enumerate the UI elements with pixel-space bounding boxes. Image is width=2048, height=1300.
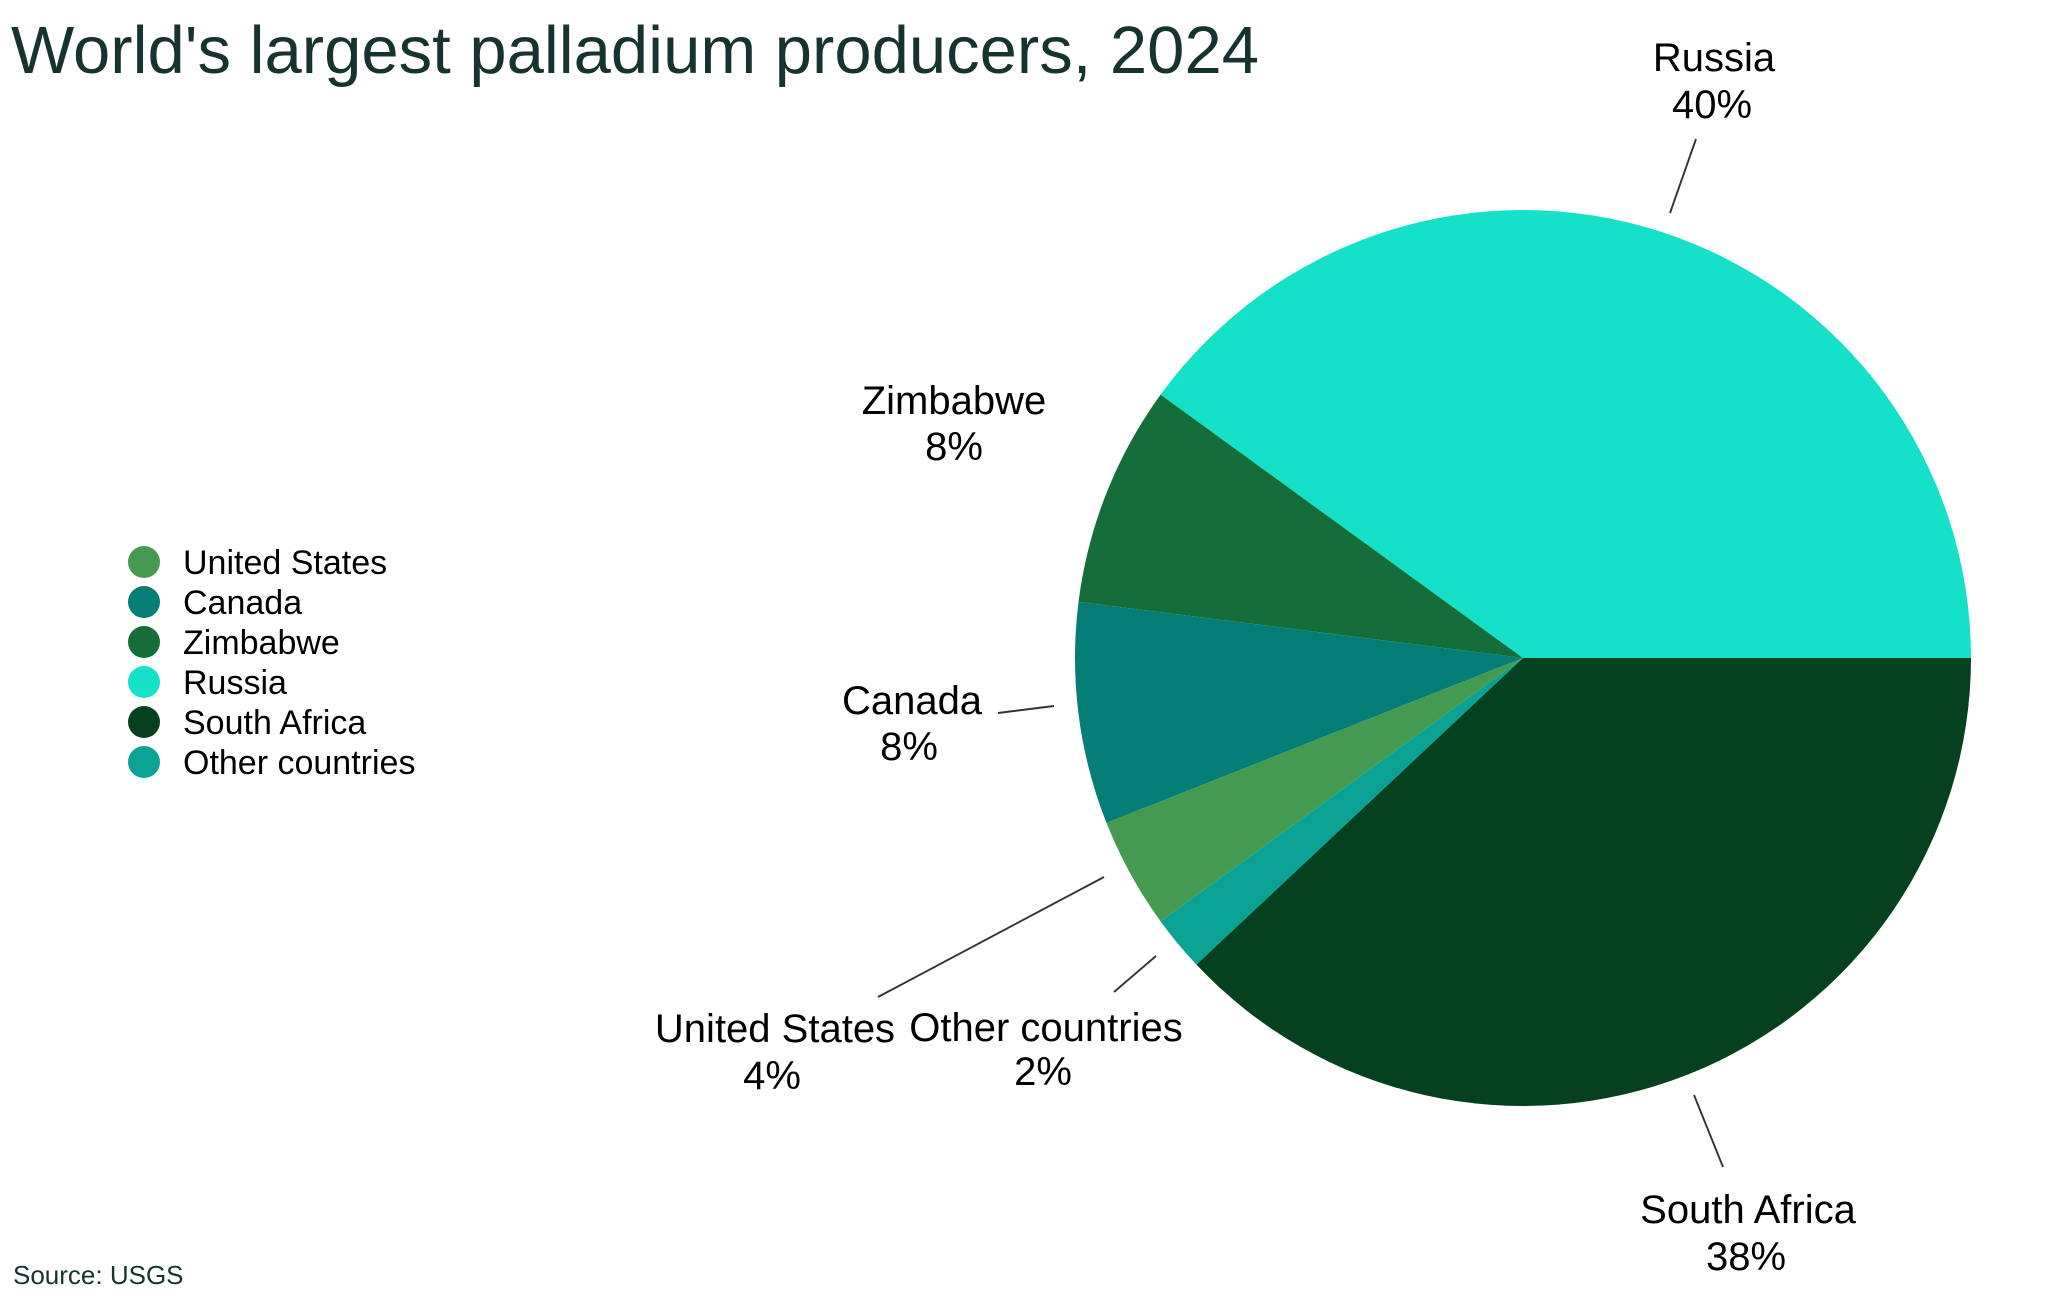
- svg-text:40%: 40%: [1672, 83, 1752, 127]
- svg-text:Canada: Canada: [183, 584, 302, 622]
- svg-text:World's largest palladium prod: World's largest palladium producers, 202…: [11, 13, 1259, 88]
- svg-text:Canada: Canada: [842, 679, 983, 723]
- svg-text:8%: 8%: [925, 425, 983, 469]
- svg-text:Russia: Russia: [1653, 36, 1776, 80]
- svg-text:Source: USGS: Source: USGS: [13, 1260, 184, 1290]
- svg-text:2%: 2%: [1014, 1050, 1072, 1094]
- svg-text:Russia: Russia: [183, 664, 287, 702]
- svg-text:8%: 8%: [880, 725, 938, 769]
- svg-text:South Africa: South Africa: [183, 704, 366, 742]
- svg-text:38%: 38%: [1706, 1235, 1786, 1279]
- svg-text:Zimbabwe: Zimbabwe: [862, 379, 1047, 423]
- svg-text:4%: 4%: [743, 1054, 801, 1098]
- svg-text:Other countries: Other countries: [183, 744, 415, 782]
- svg-text:United States: United States: [183, 544, 387, 582]
- svg-text:Zimbabwe: Zimbabwe: [183, 624, 340, 662]
- svg-text:South Africa: South Africa: [1640, 1188, 1856, 1232]
- svg-text:Other countries: Other countries: [909, 1006, 1182, 1050]
- svg-text:United States: United States: [655, 1007, 895, 1051]
